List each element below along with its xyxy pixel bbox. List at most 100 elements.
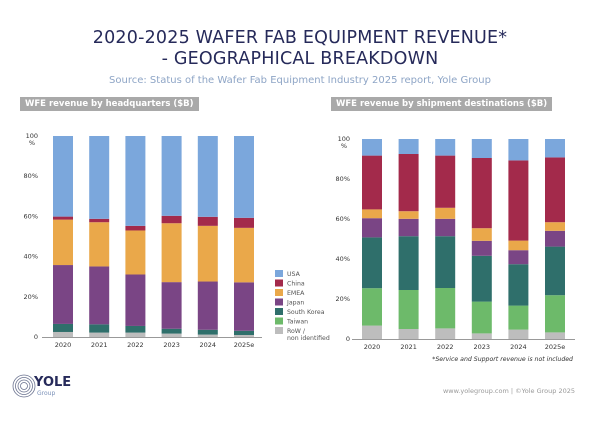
bar-segment-usa-2025e — [545, 139, 565, 158]
bar-segment-south-korea-2021 — [89, 324, 110, 333]
title-line-1: 2020-2025 WAFER FAB EQUIPMENT REVENUE* — [92, 28, 508, 48]
subtitle: Source: Status of the Wafer Fab Equipmen… — [109, 75, 491, 86]
y-tick-label: 60% — [336, 215, 350, 223]
legend-label-cont: non identified — [287, 335, 330, 342]
bar-segment-japan-2020 — [362, 218, 382, 238]
legend-swatch — [275, 317, 283, 325]
bar-segment-japan-2021 — [398, 218, 419, 237]
bar-segment-emea-2024 — [508, 240, 529, 251]
bar-segment-south-korea-2023 — [161, 328, 182, 334]
bar-segment-emea-2022 — [125, 230, 146, 275]
bar-segment-china-2020 — [53, 216, 73, 220]
x-tick-label: 2020 — [55, 341, 72, 349]
bar-segment-south-korea-2024 — [197, 329, 218, 335]
bar-segment-taiwan-2021 — [398, 290, 419, 329]
bar-segment-japan-2022 — [435, 218, 456, 237]
bar-segment-taiwan-2024 — [508, 305, 529, 330]
bar-segment-emea-2021 — [89, 222, 110, 267]
logo-subtext: Group — [37, 390, 56, 397]
bar-segment-china-2022 — [435, 155, 456, 208]
bar-segment-south-korea-2022 — [125, 325, 146, 333]
legend-swatch — [275, 289, 283, 296]
bar-segment-south-korea-2025e — [545, 246, 565, 296]
bar-segment-japan-2023 — [161, 282, 182, 329]
y-tick-label-unit: % — [29, 139, 35, 147]
bar-segment-taiwan-2025e — [545, 295, 565, 333]
bar-segment-china-2023 — [161, 215, 182, 224]
bar-segment-south-korea-2025e — [234, 330, 254, 335]
y-tick-label: 60% — [24, 212, 38, 220]
x-tick-label: 2024 — [200, 341, 217, 349]
bar-segment-row-non-identified-2021 — [398, 329, 419, 339]
bar-segment-china-2021 — [398, 154, 419, 212]
bar-segment-china-2025e — [234, 217, 254, 228]
bar-segment-row-non-identified-2020 — [53, 331, 73, 337]
logo-text: YOLE — [34, 375, 72, 390]
y-tick-label: 100 — [338, 135, 350, 143]
bar-segment-row-non-identified-2025e — [545, 332, 565, 339]
bar-segment-row-non-identified-2023 — [161, 333, 182, 337]
bar-segment-row-non-identified-2023 — [471, 333, 492, 339]
bar-segment-emea-2023 — [161, 223, 182, 283]
bar-segment-usa-2021 — [89, 136, 110, 219]
x-tick-label: 2022 — [127, 341, 144, 349]
y-tick-label: 40% — [336, 255, 350, 263]
x-tick-label: 2024 — [510, 343, 527, 351]
x-tick-label: 2020 — [364, 343, 381, 351]
legend-label: China — [287, 281, 305, 288]
bar-segment-japan-2022 — [125, 274, 146, 326]
bar-segment-japan-2025e — [545, 230, 565, 247]
bar-segment-usa-2024 — [197, 136, 218, 217]
bar-segment-emea-2020 — [53, 219, 73, 266]
legend-label: Taiwan — [286, 319, 308, 326]
bar-segment-taiwan-2022 — [435, 288, 456, 329]
bar-segment-row-non-identified-2022 — [435, 328, 456, 339]
bar-segment-usa-2023 — [471, 139, 492, 158]
bar-segment-row-non-identified-2025e — [234, 334, 254, 337]
bar-segment-south-korea-2021 — [398, 236, 419, 290]
bar-segment-china-2020 — [362, 155, 382, 210]
legend-swatch — [275, 270, 283, 277]
bar-segment-row-non-identified-2024 — [197, 334, 218, 337]
x-tick-label: 2025e — [545, 343, 566, 351]
y-tick-label: 20% — [24, 293, 38, 301]
bar-segment-taiwan-2020 — [362, 288, 382, 326]
bar-segment-south-korea-2023 — [471, 255, 492, 302]
bar-segment-usa-2021 — [398, 139, 419, 154]
bar-segment-emea-2020 — [362, 209, 382, 219]
yole-logo: YOLE Group — [10, 372, 90, 406]
y-tick-label-unit: % — [341, 142, 347, 150]
bar-segment-row-non-identified-2024 — [508, 329, 529, 339]
bar-segment-japan-2023 — [471, 240, 492, 256]
bar-segment-south-korea-2022 — [435, 236, 456, 288]
legend-swatch — [275, 298, 283, 306]
legend-swatch — [275, 279, 283, 287]
bar-segment-south-korea-2020 — [53, 323, 73, 332]
x-tick-label: 2025e — [234, 341, 255, 349]
y-tick-label: 80% — [336, 175, 350, 183]
bar-segment-usa-2025e — [234, 136, 254, 218]
bar-segment-row-non-identified-2020 — [362, 325, 382, 339]
bar-segment-south-korea-2024 — [508, 264, 529, 306]
bar-segment-emea-2025e — [545, 222, 565, 231]
legend-label: USA — [287, 271, 301, 278]
y-tick-label: 20% — [336, 295, 350, 303]
bar-segment-emea-2025e — [234, 227, 254, 283]
y-tick-label: 0 — [34, 333, 38, 341]
bar-segment-south-korea-2020 — [362, 237, 382, 289]
footer-credit: www.yolegroup.com | ©Yole Group 2025 — [442, 387, 575, 395]
title-line-2: - GEOGRAPHICAL BREAKDOWN — [161, 49, 439, 69]
bar-segment-row-non-identified-2022 — [125, 332, 146, 337]
bar-segment-taiwan-2023 — [471, 301, 492, 334]
bar-segment-china-2021 — [89, 218, 110, 223]
bar-segment-japan-2024 — [197, 281, 218, 330]
bar-segment-emea-2021 — [398, 211, 419, 219]
bar-segment-emea-2024 — [197, 225, 218, 282]
bar-segment-japan-2020 — [53, 265, 73, 324]
bar-segment-japan-2025e — [234, 282, 254, 331]
x-tick-label: 2021 — [91, 341, 108, 349]
right-chart-title: WFE revenue by shipment destinations ($B… — [331, 97, 553, 111]
y-tick-label: 100 — [26, 132, 38, 140]
